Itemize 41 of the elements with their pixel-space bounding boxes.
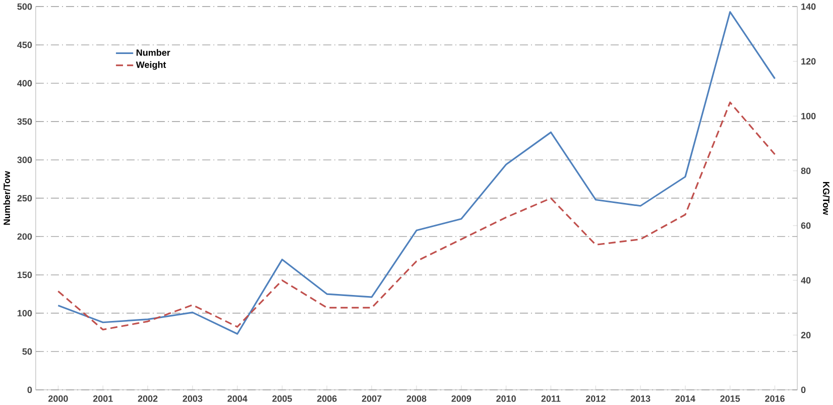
x-tick-label: 2003 — [182, 395, 202, 402]
x-tick-label: 2004 — [228, 395, 248, 402]
x-tick-label: 2009 — [452, 395, 472, 402]
x-tick-label: 2015 — [720, 395, 740, 402]
y-tick-label: 500 — [17, 3, 32, 10]
y2-tick-label: 20 — [801, 332, 811, 338]
x-tick-label: 2008 — [406, 395, 426, 402]
y-tick-label: 50 — [22, 348, 32, 355]
y2-tick-label: 140 — [801, 3, 816, 10]
legend-label: Number — [136, 49, 170, 56]
x-tick-label: 2005 — [272, 395, 292, 402]
y-tick-label: 250 — [17, 194, 32, 202]
x-tick-label: 2012 — [586, 395, 606, 402]
y-tick-label: 300 — [17, 156, 32, 163]
y-axis-title: Number/Tow — [3, 170, 10, 225]
x-tick-label: 2001 — [93, 395, 113, 402]
y-tick-label: 400 — [17, 80, 32, 86]
y-tick-label: 200 — [17, 233, 32, 240]
x-tick-label: 2016 — [765, 395, 785, 402]
x-tick-label: 2007 — [362, 395, 382, 402]
y2-axis-title: KG/Tow — [822, 182, 830, 215]
y-tick-label: 450 — [17, 42, 32, 48]
x-tick-label: 2002 — [138, 395, 158, 402]
legend-label: Weight — [136, 61, 166, 70]
x-tick-label: 2013 — [630, 395, 650, 402]
line-series — [57, 11, 776, 335]
x-tick-label: 2010 — [496, 395, 516, 402]
x-tick-label: 2011 — [541, 395, 560, 402]
x-tick-label: 2006 — [317, 395, 337, 402]
y2-tick-label: 80 — [801, 168, 811, 174]
y-tick-label: 0 — [28, 386, 32, 393]
x-tick-label: 2014 — [675, 395, 696, 402]
y2-tick-label: 60 — [801, 222, 811, 229]
y-tick-label: 100 — [18, 310, 32, 316]
y2-tick-label: 100 — [801, 112, 816, 120]
y2-tick-label: 120 — [801, 58, 816, 64]
x-tick-label: 2000 — [48, 395, 68, 402]
y2-tick-label: 40 — [800, 277, 811, 284]
y-tick-label: 350 — [17, 118, 32, 125]
y2-tick-label: 0 — [801, 386, 806, 393]
y-tick-label: 150 — [18, 272, 32, 278]
